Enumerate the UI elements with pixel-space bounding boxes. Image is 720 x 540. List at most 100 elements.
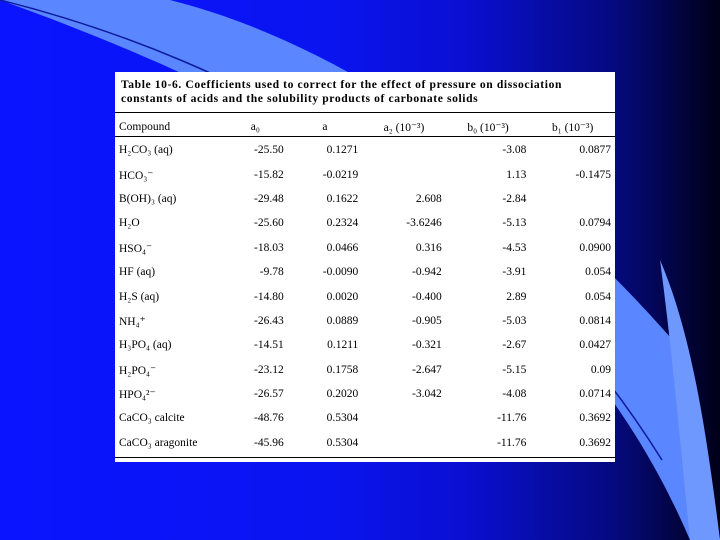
header-a0: a₀ <box>250 121 260 133</box>
bottom-rule <box>115 457 615 458</box>
cell-a: -0.0090 <box>322 266 359 279</box>
table-row: B(OH)₃ (aq) -29.48 0.1622 2.608 -2.84 <box>115 187 615 211</box>
cell-b1: 0.054 <box>585 266 611 279</box>
cell-compound: B(OH)₃ (aq) <box>119 192 177 205</box>
header-a: a <box>322 121 328 133</box>
cell-a0: -45.96 <box>253 436 284 449</box>
cell-compound: HF (aq) <box>119 266 156 279</box>
cell-b0: -2.67 <box>502 339 527 352</box>
table-row: HF (aq) -9.78 -0.0090 -0.942 -3.91 0.054 <box>115 260 615 284</box>
header-compound: Compound <box>119 121 171 133</box>
cell-a: -0.0219 <box>322 168 359 181</box>
table-row: H₂CO₃ (aq) -25.50 0.1271 -3.08 0.0877 <box>115 138 615 162</box>
table-header-row: Compound a₀ a a₂ (10⁻³) b₀ (10⁻³) b₁ (10… <box>115 116 615 138</box>
cell-b1: 0.0714 <box>579 388 611 401</box>
cell-a: 0.1622 <box>326 192 359 205</box>
header-a2: a₂ (10⁻³) <box>383 122 425 134</box>
table-row: HPO₄²⁻ -26.57 0.2020 -3.042 -4.08 0.0714 <box>115 382 615 406</box>
lighter-blue-band <box>660 260 720 540</box>
cell-b0: -3.08 <box>502 144 527 157</box>
cell-a2 <box>362 406 446 430</box>
cell-compound: NH₄⁺ <box>119 315 146 328</box>
cell-a: 0.1271 <box>326 144 359 157</box>
cell-a0: -26.43 <box>253 314 284 327</box>
cell-b1: 0.0794 <box>579 217 611 230</box>
cell-a0: -9.78 <box>259 266 284 279</box>
cell-a0: -25.60 <box>253 217 284 230</box>
cell-a: 0.5304 <box>326 436 359 449</box>
cell-b0: -11.76 <box>497 412 527 425</box>
cell-a0: -14.51 <box>253 339 284 352</box>
cell-b0: 2.89 <box>506 290 527 303</box>
cell-compound: HSO₄⁻ <box>119 242 153 255</box>
cell-b1: 0.0877 <box>579 144 611 157</box>
cell-a2: -3.042 <box>412 388 442 401</box>
cell-b1: 0.0814 <box>579 314 611 327</box>
cell-b1: 0.0427 <box>579 339 611 352</box>
cell-a: 0.0020 <box>326 290 359 303</box>
cell-compound: H₂PO₄⁻ <box>119 364 157 377</box>
cell-a0: -29.48 <box>253 192 284 205</box>
cell-a2: 2.608 <box>415 192 442 205</box>
cell-a0: -15.82 <box>253 168 284 181</box>
cell-a0: -18.03 <box>253 241 284 254</box>
cell-a: 0.2324 <box>326 217 359 230</box>
cell-b1: 0.09 <box>590 363 611 376</box>
cell-b0: -4.53 <box>502 241 527 254</box>
cell-b0: -3.91 <box>502 266 527 279</box>
cell-a0: -25.50 <box>253 144 284 157</box>
table-title: Table 10-6. Coefficients used to correct… <box>121 78 611 106</box>
table-panel: Table 10-6. Coefficients used to correct… <box>115 72 615 462</box>
table-row: H₂O -25.60 0.2324 -3.6246 -5.13 0.0794 <box>115 211 615 235</box>
cell-b0: -4.08 <box>502 388 527 401</box>
table-row: HCO₃⁻ -15.82 -0.0219 1.13 -0.1475 <box>115 162 615 186</box>
table-title-line-2: constants of acids and the solubility pr… <box>121 92 479 105</box>
table-row: HSO₄⁻ -18.03 0.0466 0.316 -4.53 0.0900 <box>115 236 615 260</box>
table-row: NH₄⁺ -26.43 0.0889 -0.905 -5.03 0.0814 <box>115 309 615 333</box>
cell-a0: -14.80 <box>253 290 284 303</box>
cell-a2: -3.6246 <box>406 217 442 230</box>
cell-compound: H₂CO₃ (aq) <box>119 144 173 157</box>
cell-a: 0.1211 <box>327 339 359 352</box>
cell-a0: -48.76 <box>253 412 284 425</box>
header-b0: b₀ (10⁻³) <box>467 122 509 134</box>
cell-a2 <box>362 138 446 162</box>
table-title-line-1: Table 10-6. Coefficients used to correct… <box>121 78 563 91</box>
cell-a0: -26.57 <box>253 388 284 401</box>
cell-b0: -5.15 <box>502 363 527 376</box>
cell-b0: -5.13 <box>502 217 527 230</box>
cell-a2 <box>362 162 446 186</box>
table-row: H₂PO₄⁻ -23.12 0.1758 -2.647 -5.15 0.09 <box>115 358 615 382</box>
cell-a: 0.2020 <box>326 388 359 401</box>
cell-a: 0.5304 <box>326 412 359 425</box>
cell-compound: CaCO₃ calcite <box>119 412 185 425</box>
cell-a2: -0.942 <box>412 266 442 279</box>
cell-compound: HCO₃⁻ <box>119 169 154 182</box>
cell-a0: -23.12 <box>253 363 284 376</box>
cell-a2: -0.321 <box>412 339 442 352</box>
top-rule <box>115 112 615 113</box>
cell-a: 0.0466 <box>326 241 359 254</box>
cell-compound: CaCO₃ aragonite <box>119 436 198 449</box>
table-row: H₂S (aq) -14.80 0.0020 -0.400 2.89 0.054 <box>115 284 615 308</box>
header-rule <box>115 136 615 137</box>
cell-compound: HPO₄²⁻ <box>119 389 156 402</box>
cell-a: 0.1758 <box>326 363 359 376</box>
cell-a2: 0.316 <box>415 241 442 254</box>
table-row: H₃PO₄ (aq) -14.51 0.1211 -0.321 -2.67 0.0427 <box>115 333 615 357</box>
cell-b0: -5.03 <box>502 314 527 327</box>
cell-a2: -0.400 <box>412 290 442 303</box>
cell-a2: -2.647 <box>412 363 442 376</box>
cell-b1 <box>530 187 615 211</box>
cell-b1: 0.3692 <box>579 436 611 449</box>
cell-b1: 0.0900 <box>579 241 611 254</box>
table-row: CaCO₃ calcite -48.76 0.5304 -11.76 0.3692 <box>115 406 615 430</box>
cell-compound: H₃PO₄ (aq) <box>119 339 172 352</box>
cell-compound: H₂S (aq) <box>119 290 160 303</box>
coefficients-table: Compound a₀ a a₂ (10⁻³) b₀ (10⁻³) b₁ (10… <box>115 116 615 455</box>
cell-b1: 0.3692 <box>579 412 611 425</box>
cell-a: 0.0889 <box>326 314 359 327</box>
header-b1: b₁ (10⁻³) <box>552 122 594 134</box>
cell-b1: 0.054 <box>585 290 611 303</box>
cell-b0: -2.84 <box>502 192 527 205</box>
